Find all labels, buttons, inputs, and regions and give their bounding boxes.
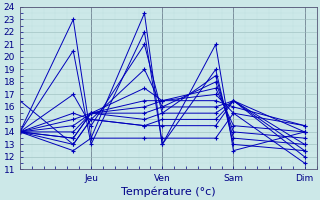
X-axis label: Température (°c): Température (°c) [121, 186, 215, 197]
